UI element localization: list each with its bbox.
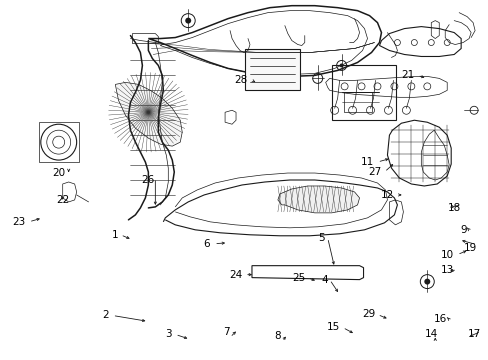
Text: 16: 16 — [433, 314, 447, 324]
Text: 13: 13 — [440, 265, 453, 275]
Text: 21: 21 — [400, 71, 413, 80]
Text: 22: 22 — [56, 195, 69, 205]
Text: 1: 1 — [112, 230, 118, 240]
Polygon shape — [115, 82, 182, 146]
Text: 24: 24 — [228, 270, 242, 280]
Text: 17: 17 — [467, 329, 480, 339]
Circle shape — [424, 279, 429, 285]
Text: 9: 9 — [460, 225, 466, 235]
Text: 28: 28 — [234, 75, 247, 85]
Text: 18: 18 — [447, 203, 460, 213]
Text: 8: 8 — [274, 331, 281, 341]
Text: 19: 19 — [463, 243, 476, 253]
Text: 4: 4 — [321, 275, 327, 285]
Text: 14: 14 — [424, 329, 437, 339]
Text: 25: 25 — [292, 273, 305, 283]
Text: 6: 6 — [203, 239, 210, 249]
Text: 26: 26 — [142, 175, 155, 185]
FancyBboxPatch shape — [244, 49, 299, 90]
Text: 12: 12 — [380, 190, 394, 200]
Text: 15: 15 — [325, 323, 339, 332]
Text: 2: 2 — [102, 310, 108, 320]
Text: 29: 29 — [362, 310, 375, 319]
Circle shape — [339, 63, 343, 67]
Circle shape — [185, 18, 191, 24]
Text: 27: 27 — [367, 167, 381, 177]
Text: 5: 5 — [317, 233, 324, 243]
Text: 3: 3 — [165, 329, 172, 339]
Text: 20: 20 — [52, 168, 65, 178]
Text: 7: 7 — [223, 327, 229, 337]
Polygon shape — [277, 186, 359, 213]
Text: 10: 10 — [440, 250, 453, 260]
Text: 23: 23 — [13, 217, 26, 227]
Text: 11: 11 — [361, 157, 374, 167]
